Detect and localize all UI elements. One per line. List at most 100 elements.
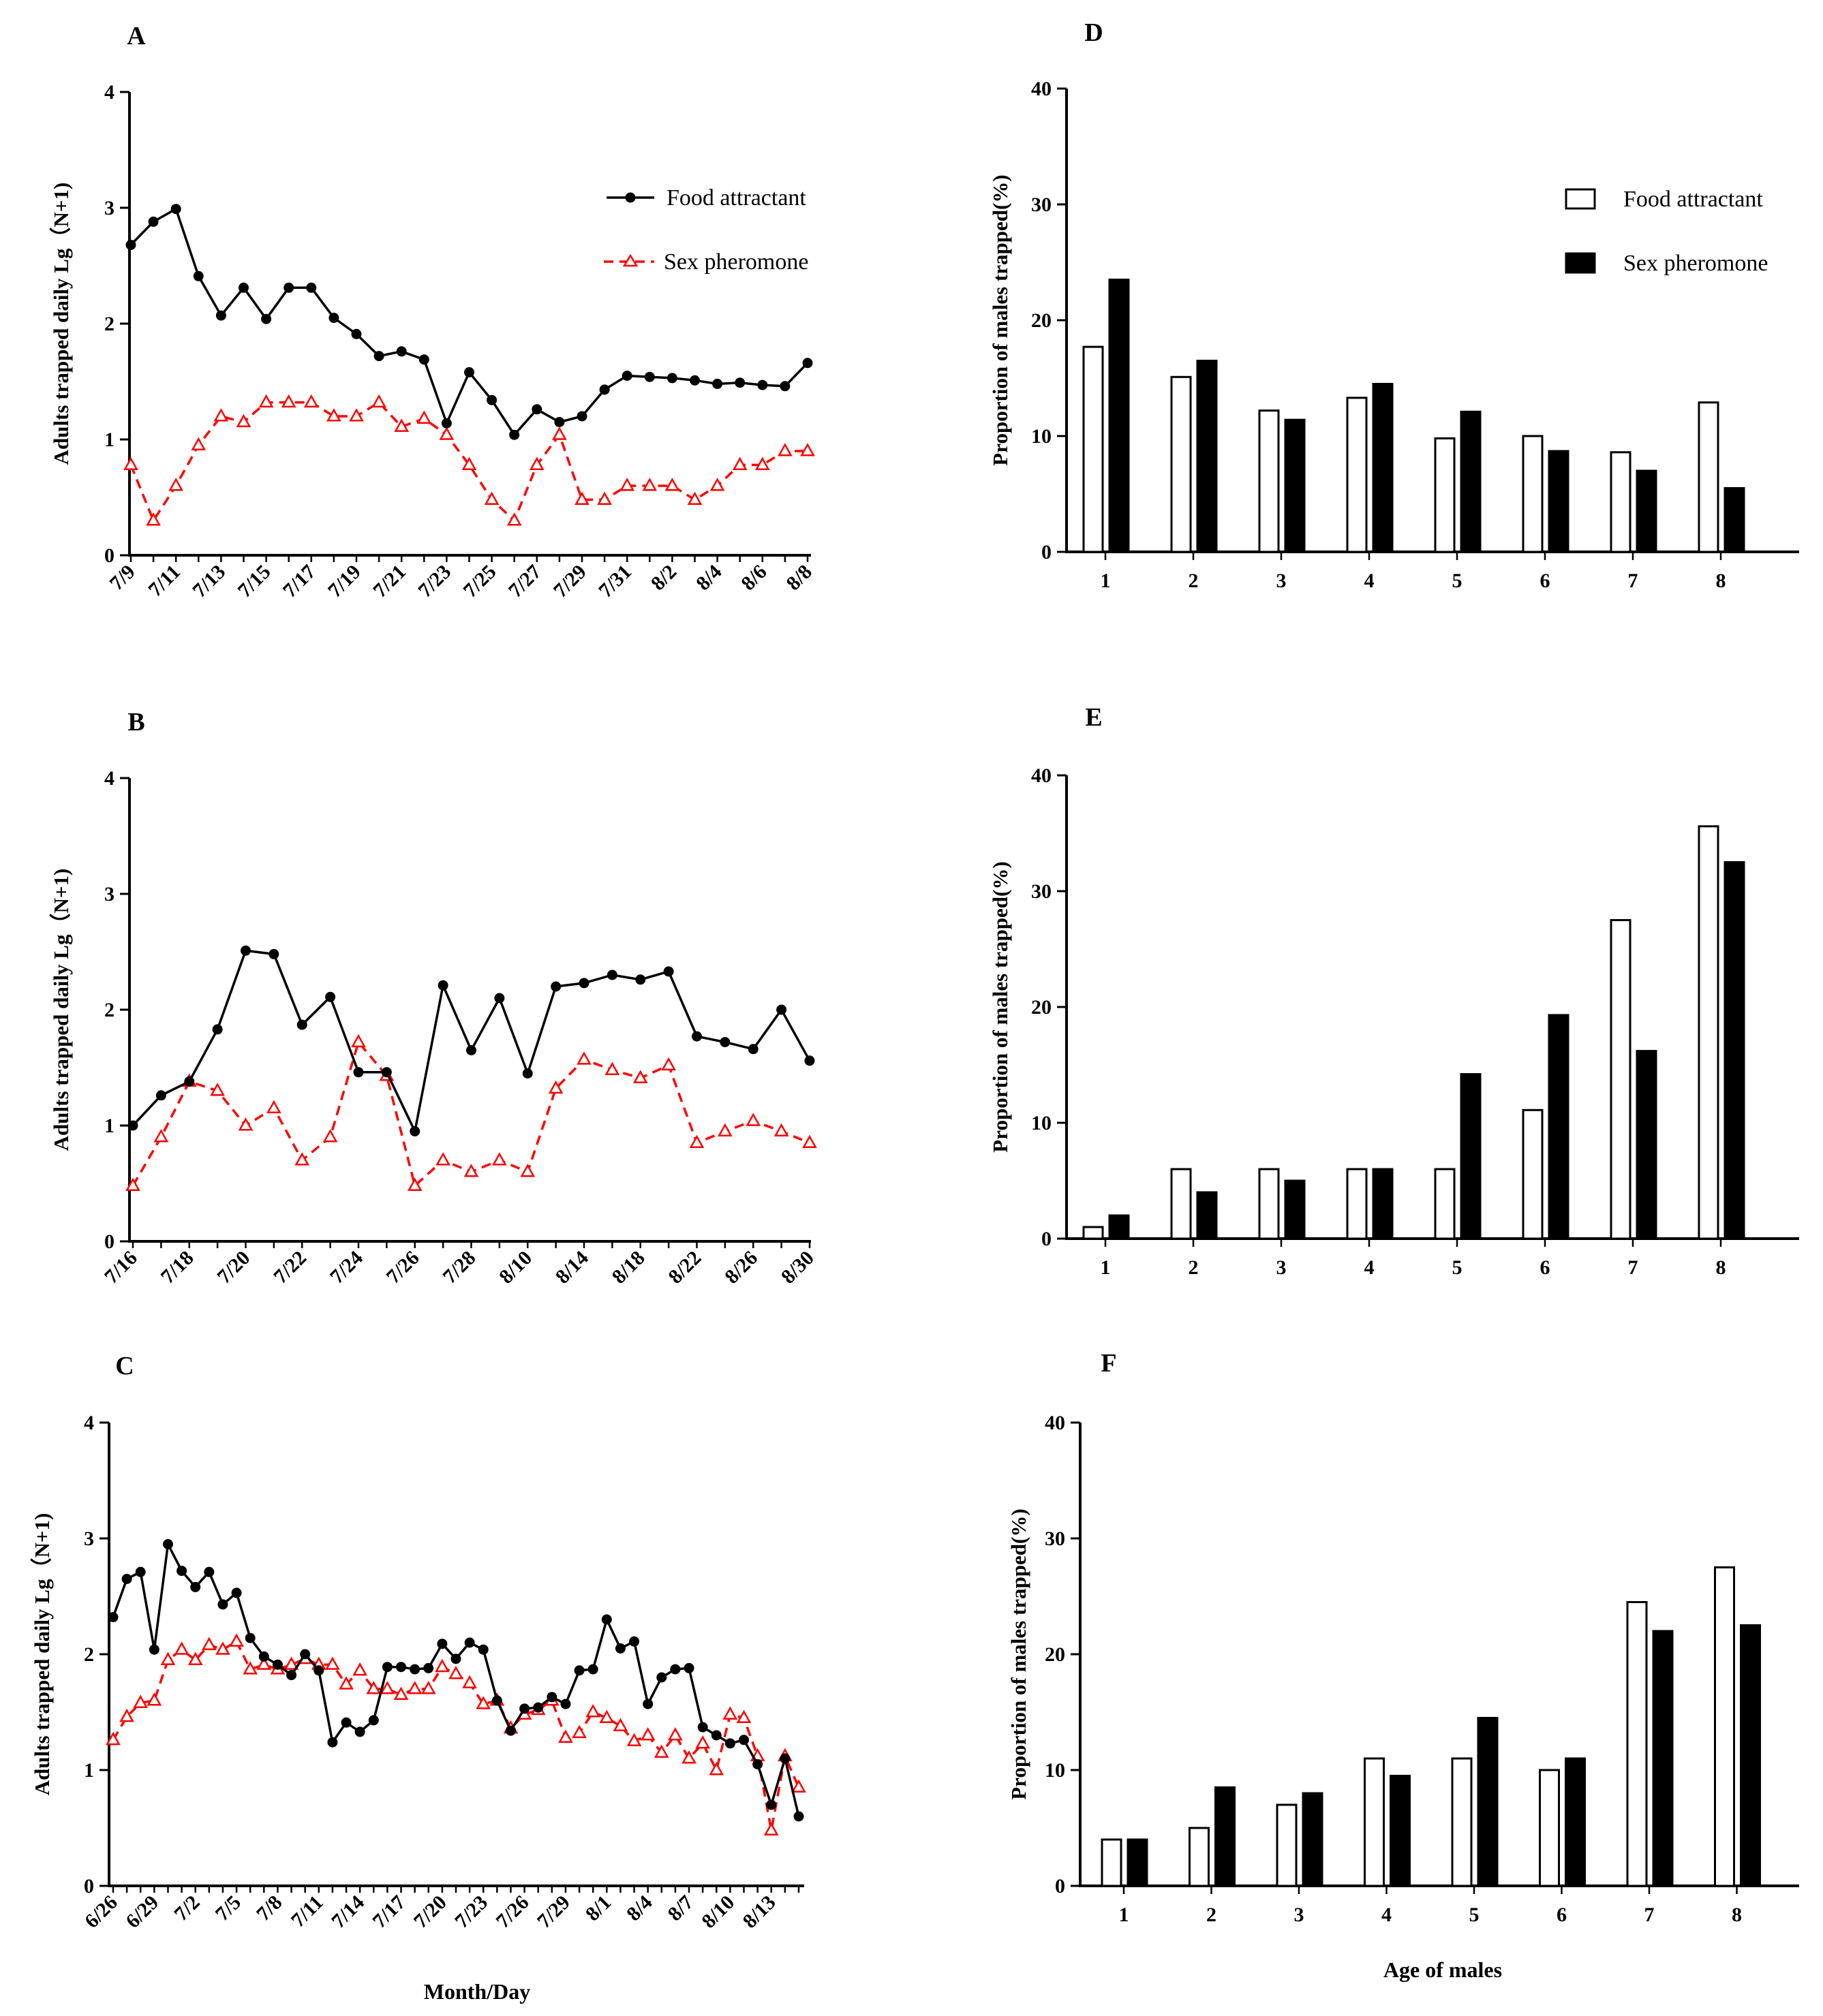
series-sex-pheromone <box>123 394 815 526</box>
data-point <box>520 1164 536 1177</box>
data-point <box>484 491 500 505</box>
data-point <box>522 1068 533 1079</box>
data-point <box>177 1566 187 1577</box>
data-point <box>243 1661 258 1675</box>
bar-food-attractant <box>1451 1757 1473 1887</box>
data-point <box>487 394 497 405</box>
data-point <box>286 1670 297 1681</box>
y-axis-label: Adults trapped daily Lg（N+1) <box>49 869 73 1151</box>
data-point <box>382 1662 393 1673</box>
data-point <box>125 239 136 250</box>
bar-sex-pheromone <box>1196 1191 1218 1240</box>
data-point <box>326 408 341 422</box>
data-point <box>654 1744 669 1758</box>
data-point <box>135 1566 146 1577</box>
y-axis-label: Proportion of males trapped(%) <box>988 174 1012 465</box>
bar-food-attractant <box>1258 1168 1280 1240</box>
data-point <box>577 1051 592 1065</box>
data-point <box>448 1666 463 1679</box>
data-point <box>632 1070 648 1083</box>
x-tick-label: 4 <box>1364 1256 1375 1279</box>
y-tick-label: 3 <box>84 1527 94 1550</box>
data-point <box>439 427 455 440</box>
data-point <box>328 313 339 323</box>
data-point <box>407 1681 423 1694</box>
data-point <box>802 358 813 369</box>
legend-swatch-sex <box>1565 252 1596 274</box>
y-tick-label: 4 <box>104 767 114 790</box>
series-food-attractant <box>125 204 813 440</box>
y-tick-label: 1 <box>104 429 114 451</box>
y-axis-label: Adults trapped daily Lg（N+1) <box>30 1513 54 1796</box>
bar-sex-pheromone <box>1724 487 1745 553</box>
data-point <box>754 456 770 470</box>
x-tick-label: 7 <box>1644 1904 1655 1926</box>
y-tick-label: 4 <box>104 81 114 104</box>
y-tick-label: 0 <box>1041 541 1052 563</box>
data-point <box>739 1735 750 1746</box>
data-point <box>492 1152 507 1166</box>
data-point <box>272 1659 283 1670</box>
data-point <box>213 408 229 422</box>
data-point <box>461 456 477 470</box>
data-point <box>752 1759 763 1769</box>
legend-swatch-food <box>1565 188 1596 210</box>
data-point <box>599 384 610 395</box>
data-point <box>577 411 587 422</box>
bar-sex-pheromone <box>1740 1624 1761 1887</box>
data-point <box>466 1045 476 1055</box>
data-point <box>509 429 520 440</box>
y-tick-label: 10 <box>1031 1112 1052 1134</box>
data-point <box>802 1134 817 1149</box>
data-point <box>153 1129 169 1143</box>
data-point <box>300 1649 311 1660</box>
data-point <box>393 1686 409 1701</box>
data-point <box>712 378 723 389</box>
y-tick-label: 2 <box>84 1643 94 1666</box>
data-point <box>368 1715 379 1726</box>
y-tick-label: 20 <box>1045 1643 1065 1666</box>
data-point <box>381 1067 392 1078</box>
data-point <box>519 1703 530 1714</box>
data-point <box>548 1080 564 1094</box>
y-tick-label: 40 <box>1045 1412 1065 1434</box>
data-point <box>256 1656 272 1670</box>
data-point <box>506 512 522 526</box>
data-point <box>106 1731 121 1746</box>
x-tick-label: 8 <box>1716 1256 1726 1279</box>
data-point <box>572 1724 587 1739</box>
data-point <box>547 1692 557 1703</box>
bar-sex-pheromone <box>1284 1179 1306 1240</box>
y-tick-label: 40 <box>1031 764 1052 787</box>
data-point <box>558 1729 573 1743</box>
data-point <box>689 1134 705 1149</box>
data-point <box>215 310 226 321</box>
data-point <box>339 1676 354 1690</box>
data-point <box>778 443 793 456</box>
bar-sex-pheromone <box>1390 1775 1411 1887</box>
x-tick-label: 5 <box>1452 1256 1462 1279</box>
data-point <box>245 1632 256 1643</box>
data-point <box>642 478 658 491</box>
data-point <box>532 404 542 415</box>
legend-marker-food <box>625 192 636 203</box>
bar-sex-pheromone <box>1108 1214 1130 1240</box>
data-point <box>174 1641 189 1655</box>
data-point <box>193 270 204 281</box>
bar-food-attractant <box>1258 409 1280 553</box>
data-point <box>423 1662 434 1673</box>
bar-sex-pheromone <box>1108 279 1130 553</box>
legend-label-sex: Sex pheromone <box>1623 251 1768 276</box>
data-point <box>418 354 429 365</box>
data-point <box>476 1696 491 1709</box>
x-tick-label: 2 <box>1189 1256 1199 1279</box>
data-point <box>711 1730 722 1741</box>
bar-sex-pheromone <box>1724 861 1745 1240</box>
data-point <box>464 1637 475 1648</box>
data-point <box>410 1664 420 1675</box>
data-point <box>170 204 181 215</box>
data-point <box>241 945 251 956</box>
data-point <box>629 1636 640 1647</box>
